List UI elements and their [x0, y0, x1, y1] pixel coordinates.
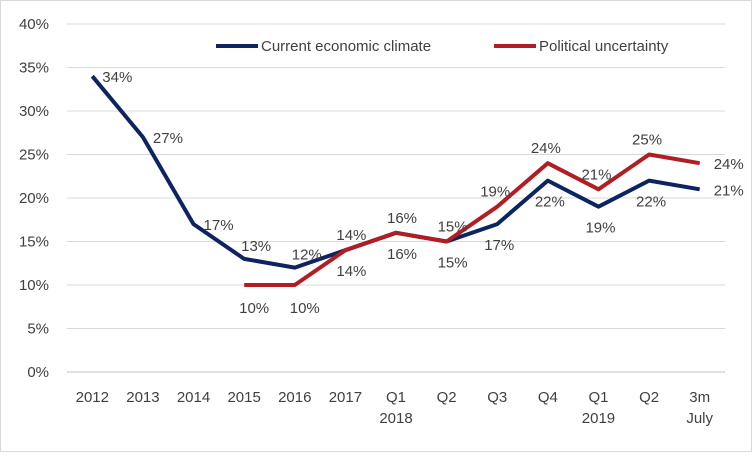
- x-tick-label: July: [686, 410, 713, 427]
- data-label: 14%: [336, 227, 366, 244]
- legend-label: Current economic climate: [261, 38, 431, 55]
- x-tick-label: 2017: [329, 389, 362, 406]
- data-labels: 34% 27% 17% 13% 10% 12% 10% 14% 14% 16% 16% 15% 15% 1…: [102, 69, 743, 317]
- data-label: 25%: [632, 132, 662, 149]
- x-tick-label: 2016: [278, 389, 311, 406]
- y-tick-label: 35%: [19, 60, 49, 77]
- data-label: 19%: [480, 184, 510, 201]
- legend-item-political-uncertainty: Political uncertainty: [494, 38, 669, 55]
- x-tick-label: 2014: [177, 389, 210, 406]
- x-tick-label: 2015: [227, 389, 260, 406]
- data-label: 15%: [438, 255, 468, 272]
- y-tick-label: 15%: [19, 234, 49, 251]
- series-line-political-uncertainty: [244, 152, 701, 287]
- x-tick-label: 3m: [689, 389, 710, 406]
- data-label: 15%: [438, 219, 468, 236]
- x-tick-label: Q4: [538, 389, 558, 406]
- legend-label: Political uncertainty: [539, 38, 669, 55]
- y-tick-label: 20%: [19, 190, 49, 207]
- data-label: 27%: [153, 130, 183, 147]
- x-tick-label: Q3: [487, 389, 507, 406]
- data-label: 16%: [387, 246, 417, 263]
- data-label: 34%: [102, 69, 132, 86]
- gridlines: [67, 23, 725, 373]
- y-tick-label: 30%: [19, 103, 49, 120]
- y-tick-label: 0%: [27, 364, 49, 381]
- x-tick-label: 2012: [76, 389, 109, 406]
- data-label: 22%: [535, 194, 565, 211]
- legend: Current economic climate Political uncert…: [216, 38, 669, 55]
- data-label: 10%: [239, 300, 269, 317]
- y-axis-tick-labels: 0% 5% 10% 15% 20% 25% 30% 35% 40%: [19, 16, 49, 381]
- x-axis-tick-labels: 2012 2013 2014 2015 2016 2017 Q1 2018 Q2 Q3 Q4 Q1 20…: [76, 389, 714, 427]
- x-tick-label: 2018: [379, 410, 412, 427]
- data-label: 19%: [585, 220, 615, 237]
- series-lines: [90, 74, 701, 287]
- data-label: 17%: [204, 217, 234, 234]
- x-tick-label: Q2: [639, 389, 659, 406]
- data-label: 24%: [714, 156, 744, 173]
- x-tick-label: 2019: [582, 410, 615, 427]
- legend-item-current-economic-climate: Current economic climate: [216, 38, 431, 55]
- data-label: 16%: [387, 210, 417, 227]
- data-label: 12%: [292, 247, 322, 264]
- y-tick-label: 25%: [19, 147, 49, 164]
- x-tick-label: Q1: [386, 389, 406, 406]
- x-tick-label: 2013: [126, 389, 159, 406]
- data-label: 10%: [290, 300, 320, 317]
- data-label: 21%: [714, 182, 744, 199]
- y-tick-label: 10%: [19, 277, 49, 294]
- y-tick-label: 40%: [19, 16, 49, 33]
- data-label: 22%: [636, 194, 666, 211]
- data-label: 14%: [336, 263, 366, 280]
- data-label: 21%: [581, 166, 611, 183]
- x-tick-label: Q2: [437, 389, 457, 406]
- x-tick-label: Q1: [588, 389, 608, 406]
- y-tick-label: 5%: [27, 321, 49, 338]
- data-label: 13%: [241, 238, 271, 255]
- data-label: 17%: [484, 237, 514, 254]
- data-label: 24%: [531, 140, 561, 157]
